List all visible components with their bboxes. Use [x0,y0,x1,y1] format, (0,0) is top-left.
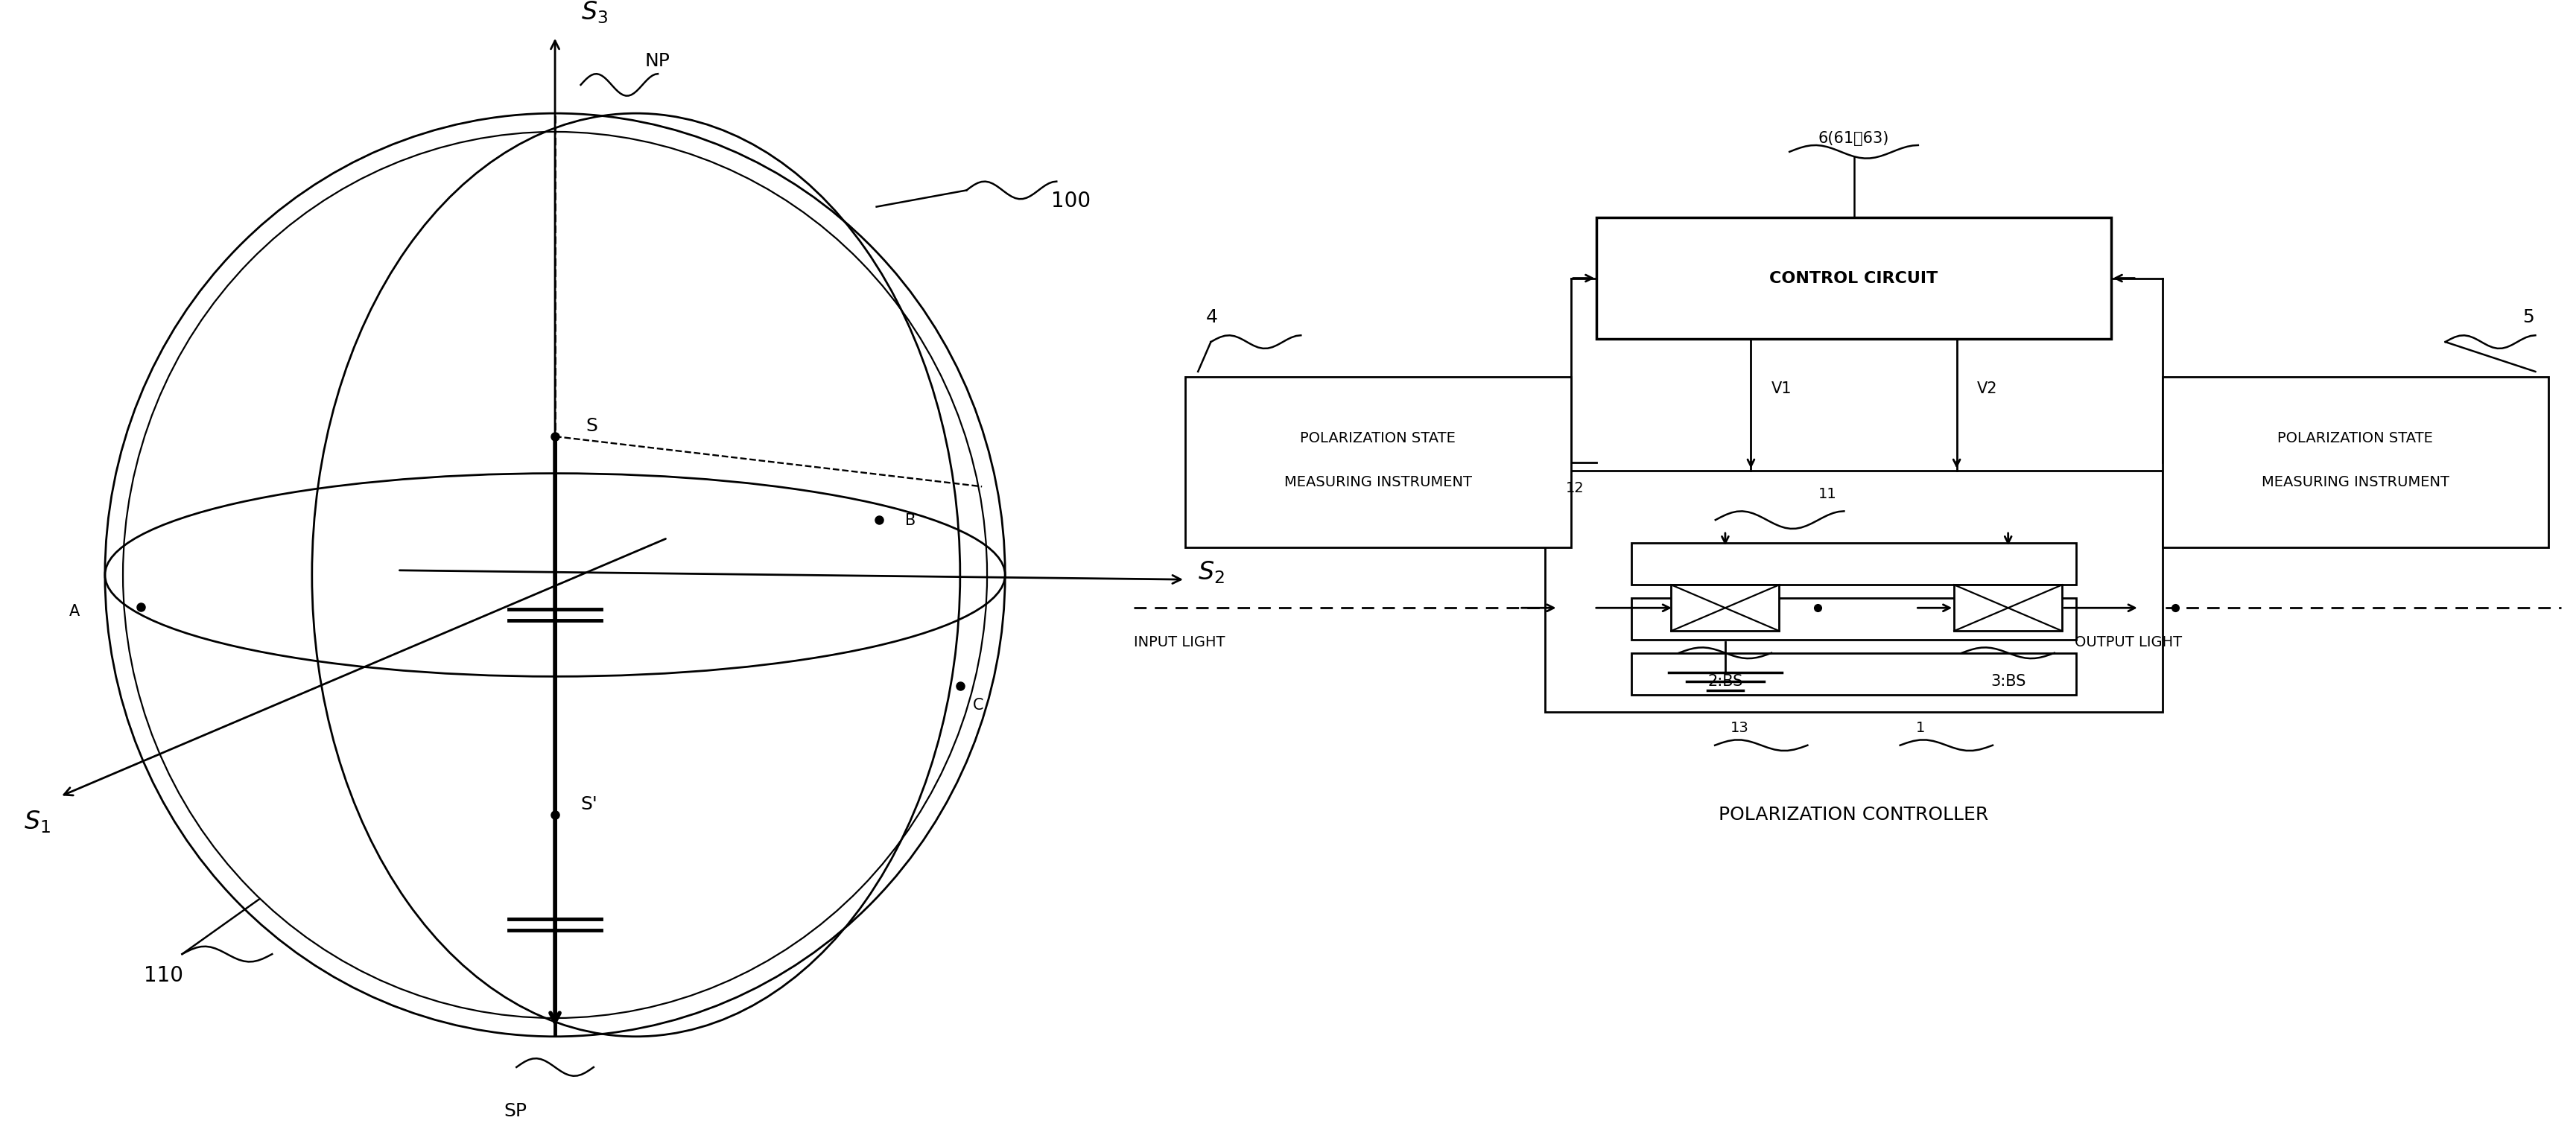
Text: POLARIZATION CONTROLLER: POLARIZATION CONTROLLER [1718,806,1989,824]
FancyBboxPatch shape [1597,217,2110,338]
Text: 1: 1 [1917,721,1924,735]
Text: 13: 13 [1731,721,1749,735]
Text: 11: 11 [1819,487,1837,501]
Text: A: A [70,604,80,619]
FancyBboxPatch shape [1631,543,2076,585]
Text: 110: 110 [144,966,183,986]
Text: 2:BS: 2:BS [1708,674,1744,689]
Text: 3:BS: 3:BS [1991,674,2025,689]
Text: 5: 5 [2522,308,2535,326]
Text: SP: SP [502,1103,526,1121]
FancyBboxPatch shape [1546,471,2161,712]
Text: $S_3$: $S_3$ [580,0,608,26]
Text: POLARIZATION STATE: POLARIZATION STATE [1301,431,1455,445]
FancyBboxPatch shape [1955,585,2063,631]
FancyBboxPatch shape [1185,377,1571,548]
Text: C: C [974,698,984,713]
Text: S: S [585,417,598,435]
Text: MEASURING INSTRUMENT: MEASURING INSTRUMENT [1285,475,1471,489]
Text: V1: V1 [1772,381,1793,396]
Text: 4: 4 [1206,308,1218,326]
Text: POLARIZATION STATE: POLARIZATION STATE [2277,431,2434,445]
Text: V2: V2 [1978,381,1999,396]
Text: B: B [904,513,914,528]
Text: CONTROL CIRCUIT: CONTROL CIRCUIT [1770,271,1937,285]
Text: 100: 100 [1051,190,1092,212]
Text: 12: 12 [1566,481,1584,496]
FancyBboxPatch shape [2161,377,2548,548]
Text: $S_2$: $S_2$ [1198,559,1224,585]
FancyBboxPatch shape [1672,585,1780,631]
Text: INPUT LIGHT: INPUT LIGHT [1133,635,1226,650]
FancyBboxPatch shape [1631,653,2076,695]
Text: 6(61＾63): 6(61＾63) [1819,131,1888,146]
Text: S': S' [580,796,598,813]
FancyBboxPatch shape [1631,598,2076,640]
Text: OUTPUT LIGHT: OUTPUT LIGHT [2076,635,2182,650]
Text: $S_1$: $S_1$ [23,808,52,834]
Text: NP: NP [644,52,670,70]
Text: MEASURING INSTRUMENT: MEASURING INSTRUMENT [2262,475,2450,489]
